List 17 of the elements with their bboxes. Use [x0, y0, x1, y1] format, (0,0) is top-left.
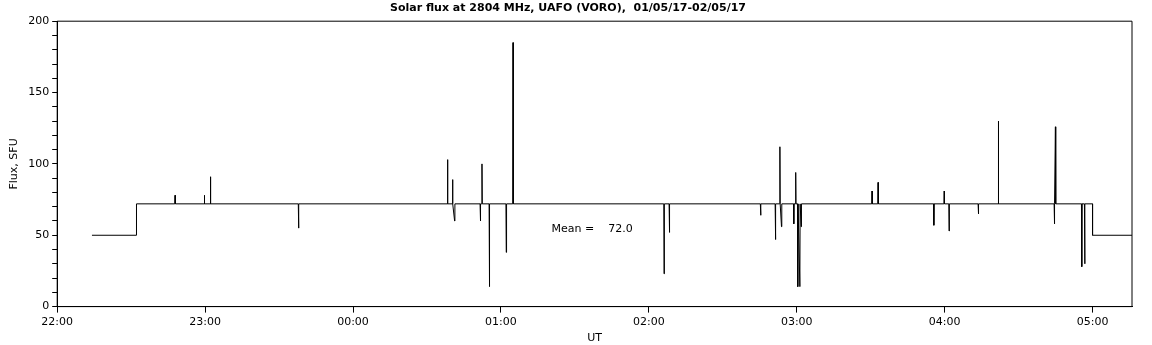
y-tick-label: 100: [28, 156, 50, 170]
x-tick-label: 22:00: [41, 315, 74, 329]
y-tick-label: 50: [35, 228, 50, 242]
x-tick-label: 00:00: [337, 315, 369, 329]
y-tick-label: 200: [28, 14, 50, 28]
annotation: Mean = 72.0: [551, 222, 633, 236]
x-tick-label: 04:00: [928, 315, 961, 329]
x-tick-label: 02:00: [632, 315, 665, 329]
x-tick-label: 01:00: [485, 315, 517, 329]
x-axis-title: UT: [587, 331, 603, 345]
y-axis-title: Flux, SFU: [7, 138, 21, 190]
x-tick-label: 05:00: [1076, 315, 1109, 329]
y-tick-label: 0: [42, 299, 50, 313]
x-tick-label: 03:00: [780, 315, 813, 329]
x-tick-label: 23:00: [189, 315, 221, 329]
y-tick-label: 150: [28, 85, 50, 99]
chart-title: Solar flux at 2804 MHz, UAFO (VORO), 01/05/17-02/05/17: [389, 1, 747, 15]
